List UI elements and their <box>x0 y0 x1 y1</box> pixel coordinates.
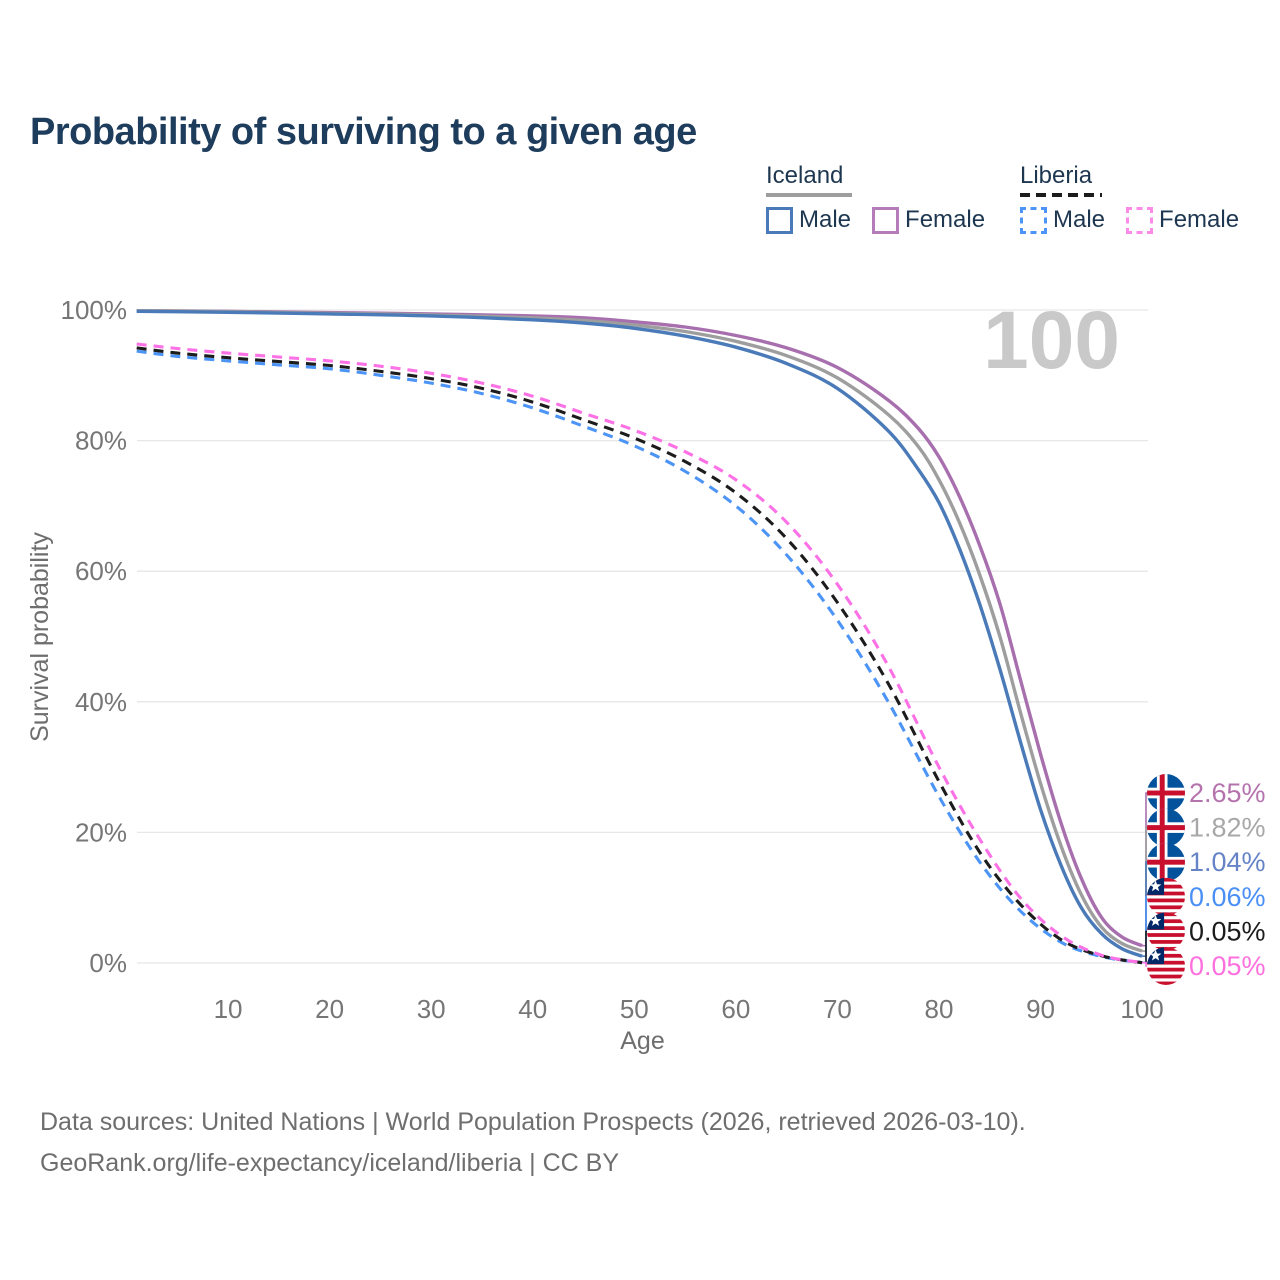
curve-iceland-male <box>136 309 1143 958</box>
y-tick-label: 20% <box>75 817 127 847</box>
end-label-iceland-both: 1.82% <box>1189 813 1266 843</box>
legend-item-iceland-female: Female <box>872 206 985 234</box>
iceland-female-swatch-icon <box>872 206 900 234</box>
x-tick-label: 20 <box>315 994 344 1024</box>
y-tick-label: 100% <box>61 295 128 325</box>
end-label-iceland-male: 1.04% <box>1189 847 1266 877</box>
liberia-flag-icon <box>1147 912 1185 951</box>
liberia-female-swatch-icon <box>1126 206 1154 234</box>
iceland-flag-icon <box>1147 774 1185 812</box>
x-tick-label: 100 <box>1120 994 1163 1024</box>
iceland-flag-icon <box>1147 808 1185 847</box>
liberia-flag-icon <box>1147 947 1185 985</box>
end-label-iceland-female: 2.65% <box>1189 778 1266 808</box>
legend-item-liberia-male: Male <box>1020 206 1105 234</box>
y-tick-label: 40% <box>75 687 127 717</box>
y-tick-label: 80% <box>75 426 127 456</box>
iceland-flag-icon <box>1147 843 1185 882</box>
legend-item-iceland-male: Male <box>766 206 851 234</box>
footer-line-1: Data sources: United Nations | World Pop… <box>40 1108 1026 1136</box>
watermark-age-100: 100 <box>983 295 1120 386</box>
legend-liberia-dashed-line-sample <box>1020 193 1102 197</box>
liberia-male-swatch-icon <box>1020 206 1047 234</box>
x-tick-label: 30 <box>417 994 446 1024</box>
y-tick-label: 60% <box>75 556 127 586</box>
curve-liberia-male <box>136 349 1143 965</box>
axis-labels: 0% 20% 40% 60% 80% 100% 10 20 30 40 50 60 70 80 90 100 A… <box>26 295 1164 1055</box>
legend-iceland-heading: Iceland <box>766 162 844 189</box>
x-tick-label: 70 <box>823 994 852 1024</box>
x-tick-label: 80 <box>925 994 954 1024</box>
x-axis-title: Age <box>620 1027 664 1055</box>
survival-curves <box>136 309 1143 965</box>
x-tick-label: 40 <box>518 994 547 1024</box>
x-tick-label: 60 <box>721 994 750 1024</box>
end-label-liberia-female: 0.05% <box>1189 951 1266 981</box>
legend-label: Female <box>905 206 986 233</box>
age-watermark: 100 <box>983 295 1120 386</box>
gridlines <box>137 309 1148 964</box>
x-tick-label: 90 <box>1026 994 1055 1024</box>
legend-liberia-heading: Liberia <box>1020 162 1093 189</box>
curve-liberia-female <box>136 342 1143 965</box>
legend-label: Male <box>1053 206 1106 233</box>
legend-item-liberia-female: Female <box>1126 206 1239 234</box>
legend-group-iceland: Iceland Male Female <box>766 162 985 234</box>
iceland-male-swatch-icon <box>766 206 793 234</box>
liberia-flag-icon <box>1147 877 1185 916</box>
curve-iceland-female <box>136 309 1143 948</box>
x-tick-label: 10 <box>214 994 243 1024</box>
legend-label: Female <box>1159 206 1240 233</box>
legend-iceland-solid-line-sample <box>766 193 852 197</box>
data-sources-footer: Data sources: United Nations | World Pop… <box>40 1102 1026 1184</box>
page-title: Probability of surviving to a given age <box>30 111 697 154</box>
end-label-liberia-male: 0.06% <box>1189 882 1266 912</box>
y-tick-label: 0% <box>89 948 127 978</box>
y-axis-title: Survival probability <box>26 532 54 742</box>
legend-group-liberia: Liberia Male Female <box>1020 162 1239 234</box>
x-tick-label: 50 <box>620 994 649 1024</box>
end-label-liberia-both: 0.05% <box>1189 916 1266 946</box>
legend-label: Male <box>799 206 852 233</box>
footer-line-2: GeoRank.org/life-expectancy/iceland/libe… <box>40 1149 619 1177</box>
curve-liberia-both <box>136 346 1143 965</box>
end-value-labels: 2.65% 1.82% 1.04% 0.06% 0.05% 0.05% <box>1142 774 1266 985</box>
